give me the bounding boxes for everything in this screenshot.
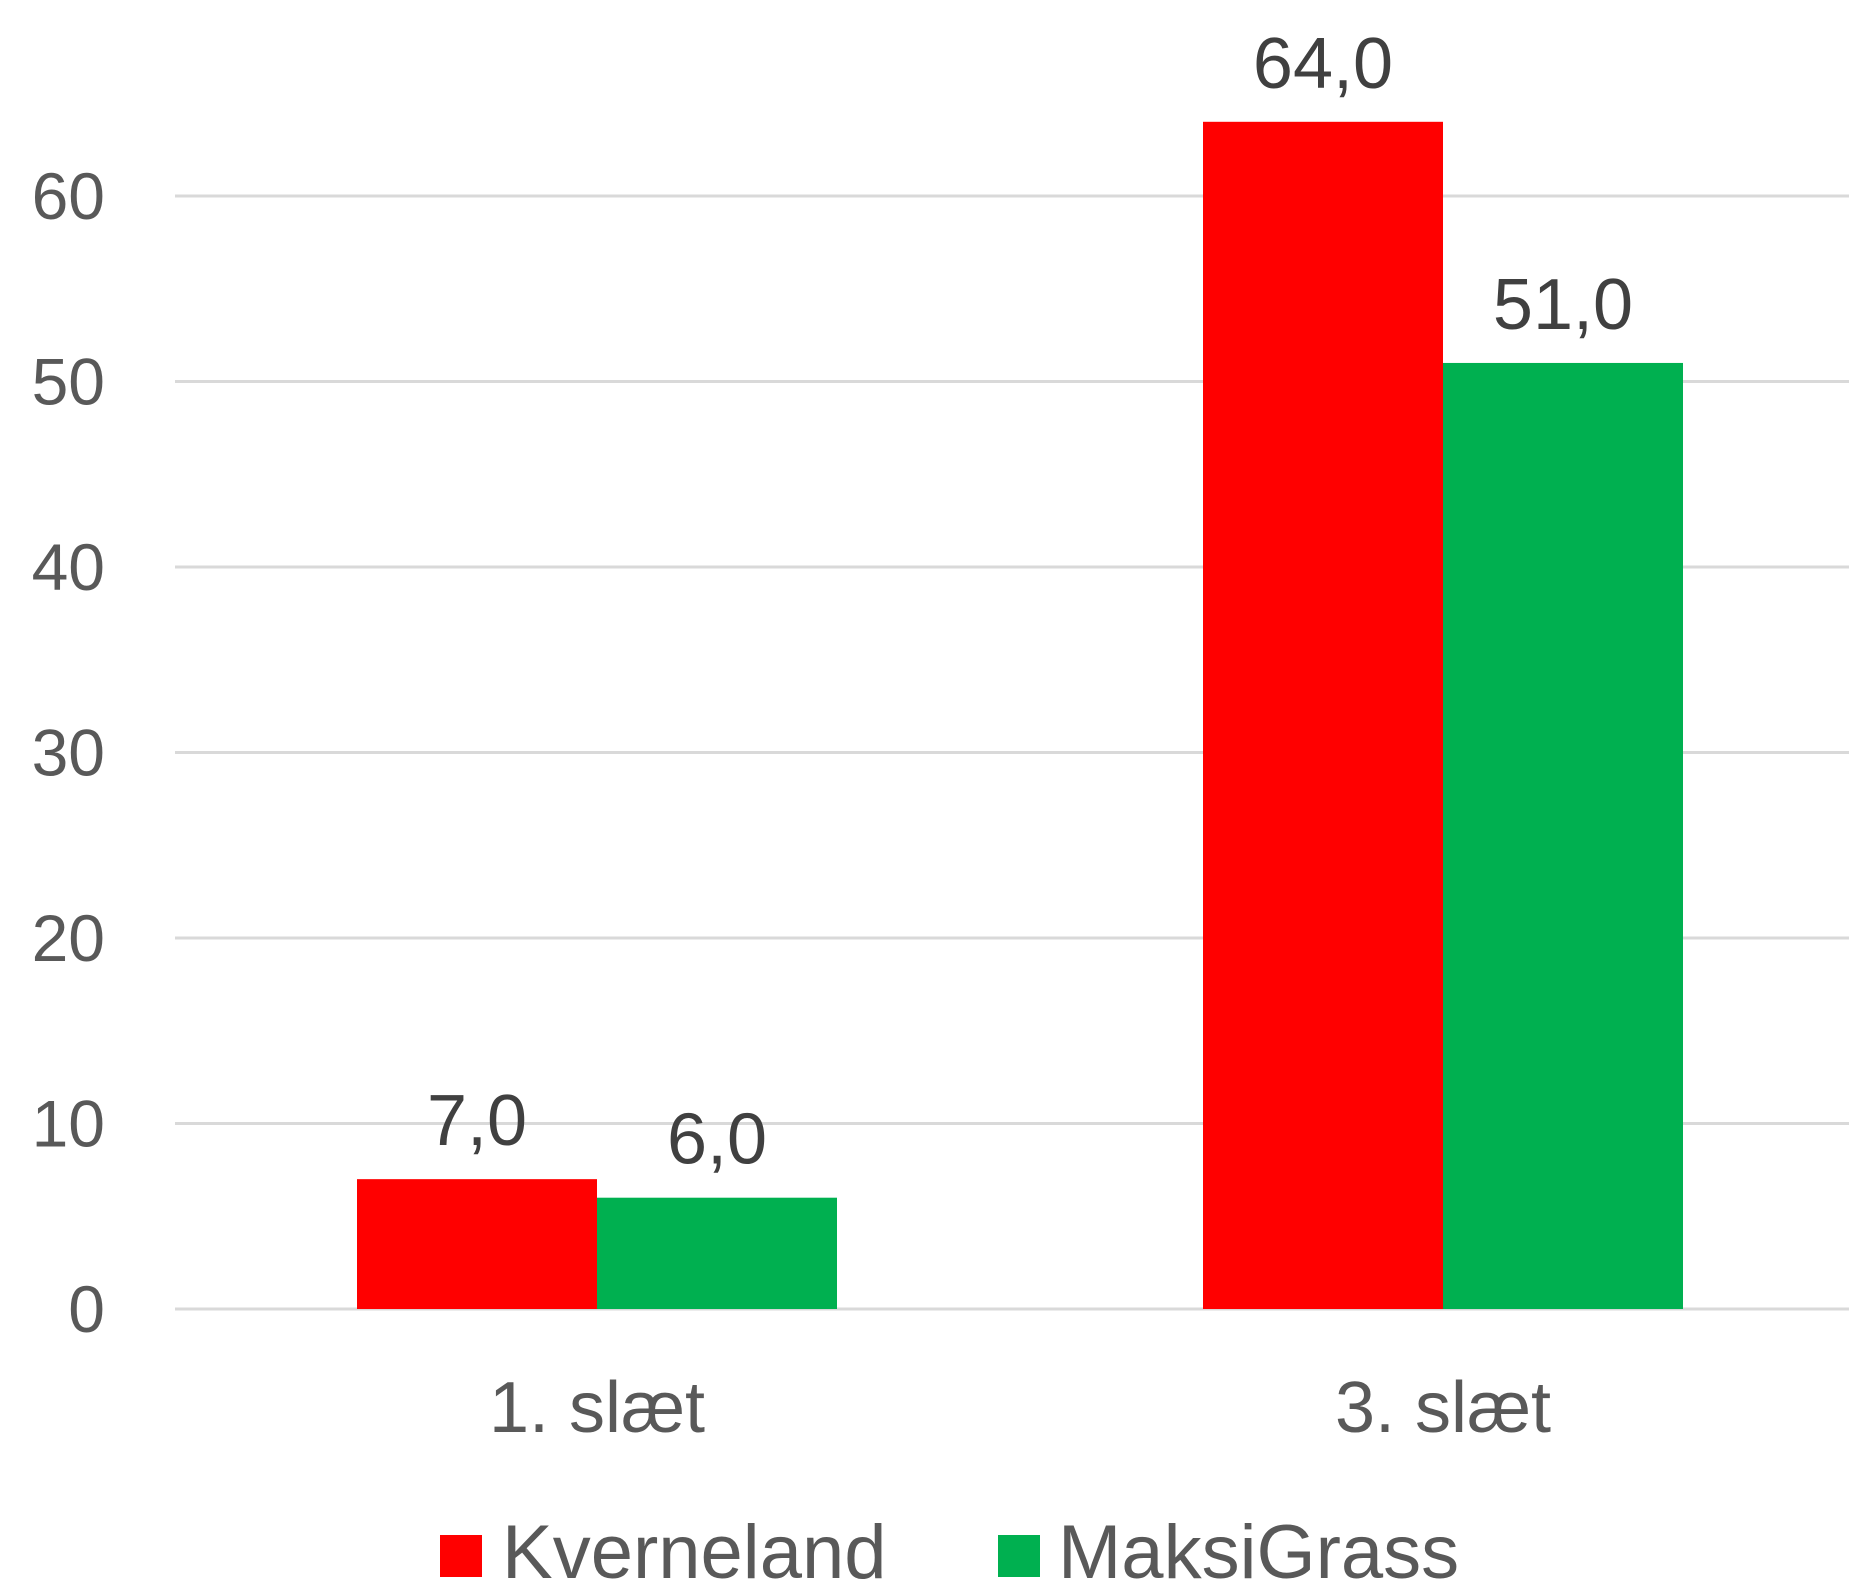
bar-kverneland-2	[1203, 121, 1443, 1309]
legend: Kverneland MaksiGrass	[440, 1510, 1459, 1584]
data-label: 6,0	[667, 1100, 767, 1180]
y-tick-label: 10	[32, 1087, 105, 1161]
data-label: 51,0	[1493, 265, 1633, 345]
data-label: 7,0	[427, 1081, 527, 1161]
y-tick-label: 20	[32, 901, 105, 975]
legend-swatch-kverneland	[440, 1535, 482, 1577]
gridlines	[175, 194, 1849, 1311]
bars	[357, 121, 1683, 1309]
y-tick-label: 60	[32, 159, 105, 233]
y-tick-label: 50	[32, 345, 105, 419]
legend-label-maksigrass: MaksiGrass	[1058, 1510, 1459, 1584]
data-label: 64,0	[1253, 24, 1393, 104]
legend-swatch-maksigrass	[998, 1535, 1040, 1577]
legend-label-kverneland: Kverneland	[502, 1510, 887, 1584]
bar-maksigrass-2	[1443, 362, 1683, 1309]
y-axis-tick-labels: 0 10 20 30 40 50 60	[32, 159, 105, 1346]
data-labels: 7,0 64,0 6,0 51,0	[427, 24, 1633, 1180]
category-label: 1. slæt	[489, 1368, 705, 1448]
y-tick-label: 30	[32, 716, 105, 790]
x-axis-category-labels: 1. slæt 3. slæt	[489, 1368, 1551, 1448]
y-tick-label: 40	[32, 530, 105, 604]
bar-maksigrass-1	[597, 1197, 837, 1309]
bar-kverneland-1	[357, 1179, 597, 1309]
y-tick-label: 0	[68, 1272, 105, 1346]
category-label: 3. slæt	[1335, 1368, 1551, 1448]
